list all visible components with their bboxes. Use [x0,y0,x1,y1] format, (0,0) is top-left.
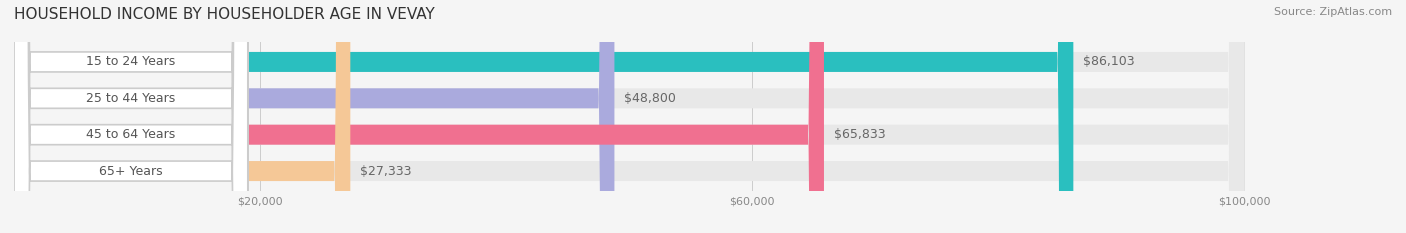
FancyBboxPatch shape [14,0,1244,233]
Text: 25 to 44 Years: 25 to 44 Years [86,92,176,105]
Text: 15 to 24 Years: 15 to 24 Years [86,55,176,69]
Text: Source: ZipAtlas.com: Source: ZipAtlas.com [1274,7,1392,17]
Text: $65,833: $65,833 [834,128,886,141]
FancyBboxPatch shape [14,0,247,233]
Text: HOUSEHOLD INCOME BY HOUSEHOLDER AGE IN VEVAY: HOUSEHOLD INCOME BY HOUSEHOLDER AGE IN V… [14,7,434,22]
Text: 45 to 64 Years: 45 to 64 Years [86,128,176,141]
FancyBboxPatch shape [14,0,247,233]
Text: $27,333: $27,333 [360,164,412,178]
Text: $86,103: $86,103 [1083,55,1135,69]
FancyBboxPatch shape [14,0,1073,233]
FancyBboxPatch shape [14,0,1244,233]
FancyBboxPatch shape [14,0,350,233]
FancyBboxPatch shape [14,0,247,233]
Text: 65+ Years: 65+ Years [98,164,163,178]
FancyBboxPatch shape [14,0,824,233]
Text: $48,800: $48,800 [624,92,676,105]
FancyBboxPatch shape [14,0,614,233]
FancyBboxPatch shape [14,0,1244,233]
FancyBboxPatch shape [14,0,1244,233]
FancyBboxPatch shape [14,0,247,233]
